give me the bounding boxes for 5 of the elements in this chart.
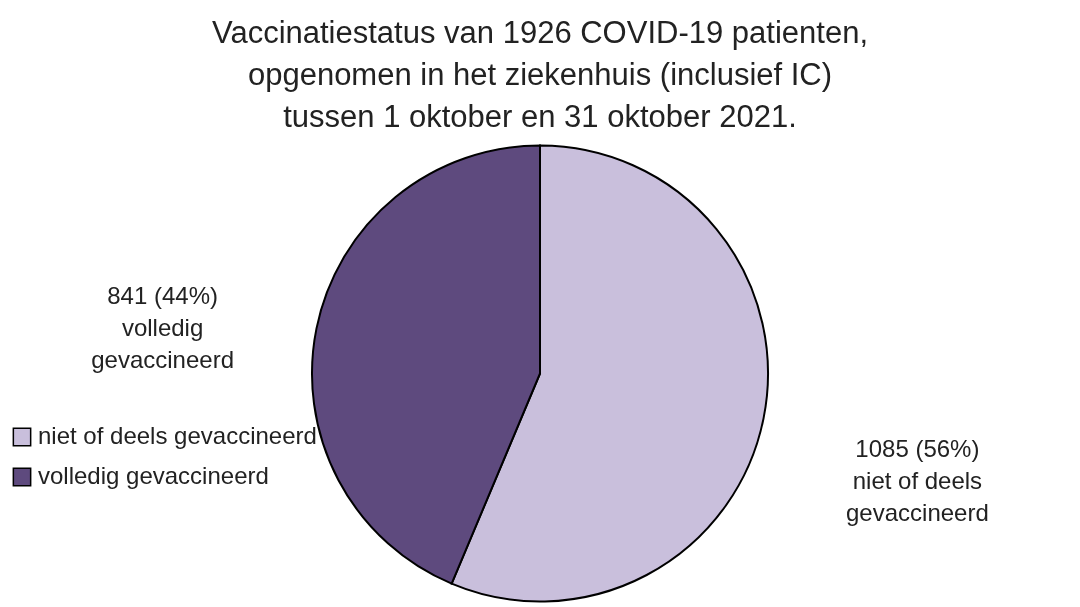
data-label: 841 (44%) volledig gevaccineerd [91, 282, 234, 374]
legend-label: volledig gevaccineerd [38, 462, 269, 489]
data-label: 1085 (56%) niet of deels gevaccineerd [846, 434, 989, 526]
chart-title: Vaccinatiestatus van 1926 COVID-19 patienten, opgenomen in het ziekenhuis (inclusief IC) tussen 1 oktober en 31 oktober 2021. [212, 15, 868, 134]
legend-label: niet of deels gevaccineerd [38, 422, 317, 449]
